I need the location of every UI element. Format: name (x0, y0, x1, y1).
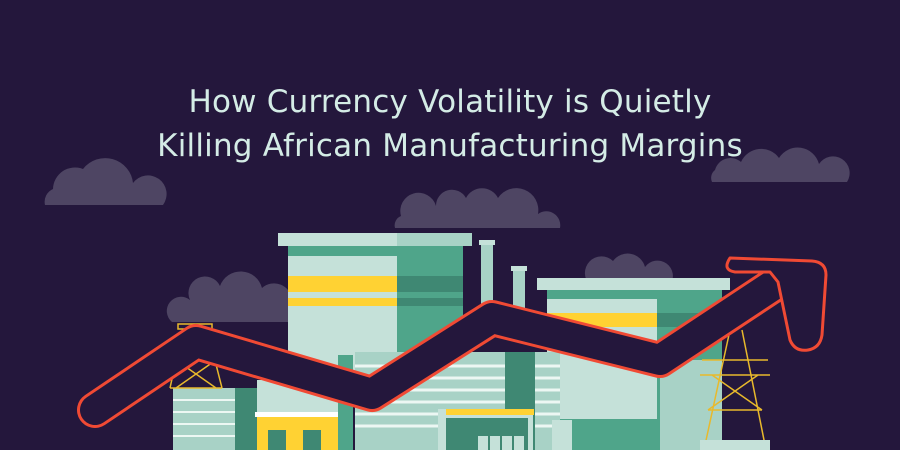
title-line-2: Killing African Manufacturing Margins (157, 128, 743, 164)
cloud-icon (711, 147, 850, 182)
cloud-icon (394, 188, 561, 228)
title-line-1: How Currency Volatility is Quietly (188, 84, 712, 120)
page-title: How Currency Volatility is Quietly Killi… (0, 80, 900, 168)
cloud-icon (584, 253, 673, 285)
cloud-icon (44, 158, 167, 205)
cloud-icon (166, 271, 292, 322)
trend-arrow-icon (77, 256, 828, 428)
